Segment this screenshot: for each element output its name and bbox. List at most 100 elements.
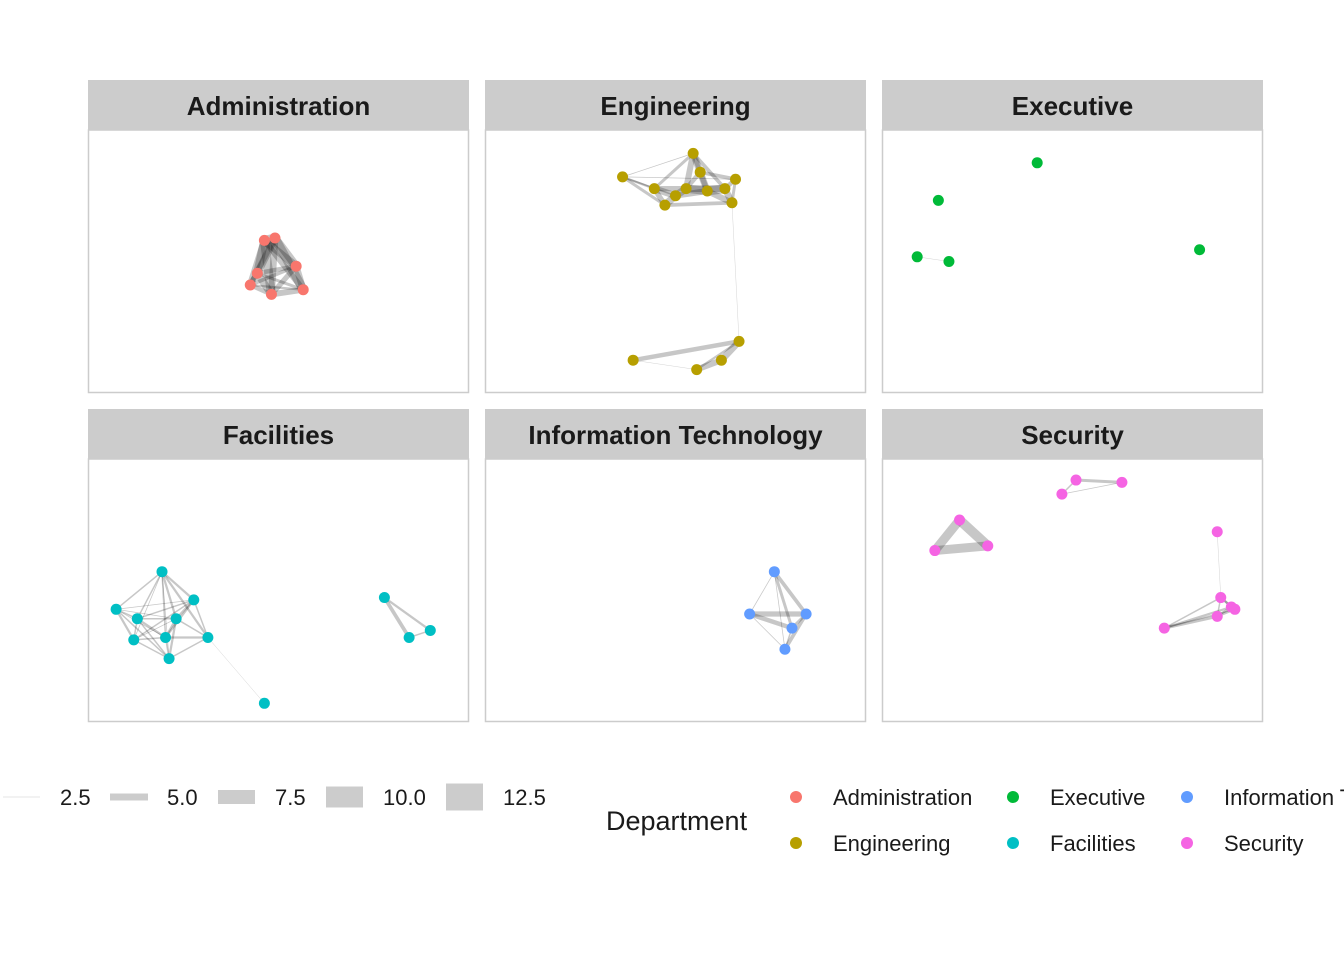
node-point: [1031, 157, 1043, 169]
node-point: [943, 256, 955, 267]
edge: [748, 611, 793, 631]
edge: [931, 517, 964, 554]
color-legend-label: Engineering: [833, 831, 950, 856]
edge: [133, 571, 163, 640]
width-legend-label: 7.5: [275, 785, 306, 810]
nodes: [244, 232, 309, 300]
node-point: [719, 183, 731, 195]
panel-title: Engineering: [600, 91, 750, 121]
node-point: [403, 632, 415, 643]
edge: [773, 571, 786, 650]
edge: [622, 176, 676, 197]
color-legend-key: [1007, 837, 1019, 849]
node-point: [659, 199, 671, 211]
facet-panels: Administration Engineering Executive Facili…: [87, 80, 1264, 723]
edge: [262, 237, 299, 270]
panel-strip: [88, 409, 469, 459]
node-point: [202, 632, 214, 643]
edge: [1075, 478, 1122, 484]
edge: [115, 608, 170, 660]
node-point: [744, 608, 756, 620]
node-point: [258, 234, 270, 246]
edge: [683, 152, 697, 190]
edge: [136, 618, 170, 660]
panel-title: Information Technology: [528, 420, 823, 450]
panel-plot-area: [881, 129, 1264, 394]
edge: [247, 239, 268, 287]
edge: [269, 264, 299, 297]
panel-plot-area: [87, 129, 470, 394]
node-point: [1229, 603, 1241, 615]
node-point: [251, 267, 263, 279]
edge: [136, 617, 167, 639]
panel-title: Security: [1021, 420, 1124, 450]
node-point: [163, 653, 175, 665]
edge: [268, 237, 279, 295]
panel-plot-area: [881, 458, 1264, 723]
panel-title: Executive: [1012, 91, 1133, 121]
nodes: [744, 566, 812, 655]
node-point: [648, 183, 660, 195]
node-point: [617, 171, 629, 183]
edge: [193, 599, 209, 638]
edge: [115, 571, 163, 610]
node-point: [768, 566, 780, 578]
edge: [622, 175, 655, 190]
width-legend-label: 2.5: [60, 785, 91, 810]
node-point: [779, 643, 791, 655]
node-point: [1211, 610, 1223, 622]
edge: [653, 152, 695, 190]
edge: [699, 170, 736, 182]
edge: [133, 618, 177, 641]
edge: [956, 516, 992, 550]
node-point: [1194, 244, 1206, 256]
node-point: [265, 288, 277, 300]
edge: [664, 200, 733, 207]
edge: [116, 608, 177, 620]
edge: [1163, 596, 1222, 629]
edge: [271, 235, 300, 269]
node-point: [932, 194, 944, 206]
color-legend-label: Executive: [1050, 785, 1145, 810]
edge: [256, 271, 304, 292]
node-point: [726, 197, 738, 209]
edge: [168, 636, 209, 660]
node-point: [715, 354, 727, 366]
edge: [253, 239, 269, 275]
edge-width-legend: 2.5 5.0 7.5 10.0 12.5: [3, 783, 546, 811]
node-point: [297, 284, 309, 296]
panel-title: Facilities: [223, 420, 334, 450]
edge: [772, 571, 794, 629]
panel-security: Security: [881, 409, 1264, 723]
edge: [632, 339, 740, 363]
edge: [731, 202, 740, 342]
node-point: [244, 279, 256, 291]
node-point: [691, 364, 703, 376]
edge: [1061, 482, 1122, 495]
node-point: [258, 697, 270, 709]
node-point: [730, 173, 742, 185]
color-legend: Department Administration Engineering Execu…: [606, 785, 1344, 856]
node-point: [1215, 592, 1227, 604]
edge: [1163, 605, 1232, 630]
panel-plot-area: [484, 458, 867, 723]
edge: [262, 238, 306, 292]
edge: [207, 637, 265, 704]
panel-administration: Administration: [87, 80, 470, 394]
panel-strip: [485, 80, 866, 130]
node-point: [670, 190, 681, 202]
node-point: [1116, 476, 1128, 488]
panel-strip: [882, 409, 1263, 459]
node-point: [954, 514, 966, 526]
node-point: [131, 613, 143, 625]
edge: [160, 571, 178, 620]
node-point: [1211, 526, 1223, 538]
edge: [259, 239, 276, 295]
node-point: [1070, 474, 1082, 486]
width-legend-label: 10.0: [383, 785, 426, 810]
panel-strip: [882, 80, 1263, 130]
node-point: [128, 634, 140, 646]
node-point: [188, 594, 200, 606]
edge: [691, 152, 727, 190]
